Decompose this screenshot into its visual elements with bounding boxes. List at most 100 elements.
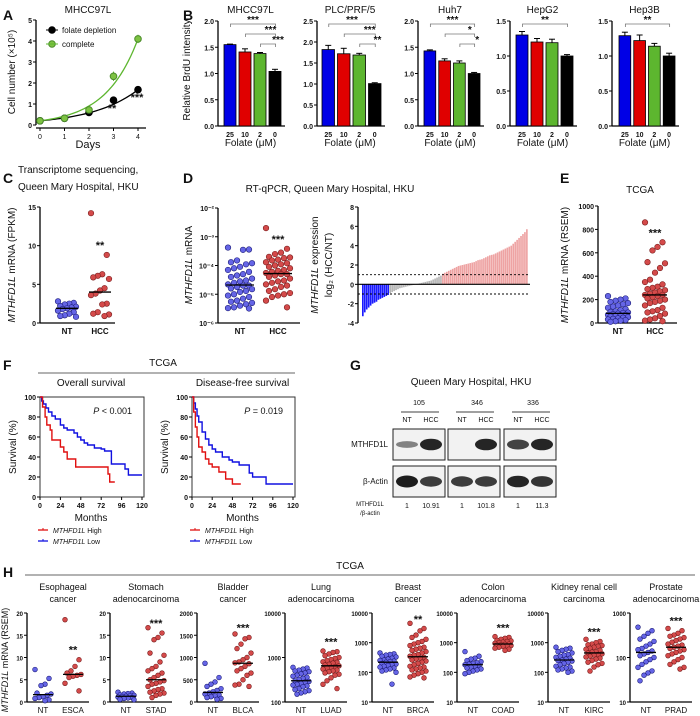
tumor-point xyxy=(149,694,155,701)
y-tick-label: 1.0 xyxy=(404,72,414,79)
data-point xyxy=(134,85,142,94)
normal-point xyxy=(239,246,247,253)
x-tick-label: ESCA xyxy=(62,706,84,715)
y-tick-label: 2000 xyxy=(180,612,194,618)
y-tick-label: -4 xyxy=(348,321,354,328)
p-text: = 0.019 xyxy=(250,406,283,416)
waterfall-bar xyxy=(432,279,434,285)
significance: *** xyxy=(649,227,663,239)
y-tick-label: 0.0 xyxy=(598,124,608,131)
bar xyxy=(337,53,351,127)
data-point xyxy=(134,35,142,43)
band xyxy=(507,475,529,488)
tumor-point xyxy=(641,219,649,226)
waterfall-bar xyxy=(363,284,366,313)
y-tick-label: 1.0 xyxy=(496,54,506,61)
significance: *** xyxy=(272,234,286,246)
significance: *** xyxy=(447,15,459,26)
waterfall-bar xyxy=(387,284,390,295)
tumor-point xyxy=(62,616,68,623)
label-gene: MTHFD1L xyxy=(53,539,85,546)
x-tick-label: 4 xyxy=(136,134,140,141)
x-tick-label: NT xyxy=(38,706,49,715)
bar xyxy=(545,42,559,127)
normal-point xyxy=(236,302,244,309)
normal-point xyxy=(553,644,559,650)
tumor-point xyxy=(324,678,330,684)
significance: ** xyxy=(374,35,382,46)
tumor-point xyxy=(76,657,82,663)
tumor-point xyxy=(153,663,159,670)
normal-point xyxy=(131,697,137,703)
y-tick-label: 1.0 xyxy=(598,54,608,61)
y-tick-label: 100 xyxy=(176,395,188,402)
normal-point xyxy=(233,257,241,264)
x-tick-label: KIRC xyxy=(584,706,603,715)
tumor-point xyxy=(274,256,282,263)
normal-point xyxy=(38,682,44,689)
x-tick-label: NT xyxy=(62,327,73,336)
y-tick-label: 1500 xyxy=(180,634,194,640)
y-tick-label: 0 xyxy=(190,701,194,707)
x-tick-label: 0 xyxy=(38,503,42,510)
waterfall-bar xyxy=(518,237,520,285)
tumor-point xyxy=(145,624,151,631)
normal-point xyxy=(248,275,256,282)
waterfall-bar xyxy=(496,252,499,285)
bar xyxy=(618,35,632,127)
sig-bracket xyxy=(343,33,376,37)
normal-point xyxy=(72,313,80,320)
x-tick-label: BLCA xyxy=(233,706,255,715)
normal-point xyxy=(57,312,64,320)
tumor-point xyxy=(641,317,649,324)
waterfall-bar xyxy=(475,261,477,285)
x-tick-label: 0 xyxy=(667,132,671,139)
normal-point xyxy=(227,298,235,305)
tumor-point xyxy=(280,277,288,284)
tumor-point xyxy=(407,642,413,649)
waterfall-bar xyxy=(459,265,462,285)
y-tick-label: 1000 xyxy=(180,657,194,663)
normal-point xyxy=(212,679,218,685)
chart-title: Breast xyxy=(395,582,422,592)
normal-point xyxy=(204,683,210,690)
label-rest: mRNA xyxy=(184,226,195,259)
tumor-point xyxy=(234,645,240,652)
panel-letter: H xyxy=(3,564,13,580)
y-tick-label: 1000 xyxy=(268,657,282,663)
tumor-point xyxy=(242,636,248,642)
normal-point xyxy=(245,305,253,312)
x-tick-label: NT xyxy=(296,706,307,715)
y-tick-label: 10⁻⁶ xyxy=(199,321,214,328)
sig-bracket xyxy=(429,23,476,27)
chart-title: MHCC97L xyxy=(227,5,274,16)
significance: ** xyxy=(69,645,78,657)
y-tick-label: 10 xyxy=(28,244,36,251)
y-tick-label: 10000 xyxy=(351,612,368,618)
row-label: β-Actin xyxy=(363,477,388,486)
waterfall-bar xyxy=(399,284,401,289)
y-tick-label: 5 xyxy=(32,282,36,289)
tumor-point xyxy=(280,255,288,262)
tumor-point xyxy=(265,287,273,295)
normal-point xyxy=(236,263,244,270)
normal-point xyxy=(239,295,247,302)
y-axis-label: MTHFD1L mRNA (FPKM) xyxy=(7,207,18,322)
chart-title: Huh7 xyxy=(438,5,462,16)
waterfall-bar xyxy=(395,284,397,291)
normal-point xyxy=(227,259,235,266)
y-axis-label: Survival (%) xyxy=(160,420,171,474)
tumor-point xyxy=(659,304,666,311)
bar xyxy=(321,49,335,127)
tumor-point xyxy=(161,652,167,658)
chart-title: HepG2 xyxy=(527,5,559,16)
ratio-value: 1 xyxy=(516,503,520,510)
y-tick-label: 0 xyxy=(32,495,36,502)
label-rest: mRNA (RSEM) xyxy=(560,207,571,277)
normal-point xyxy=(233,297,241,304)
y-tick-label: 100 xyxy=(358,671,369,677)
tumor-point xyxy=(591,664,597,670)
chart-title: Queen Mary Hospital, HKU xyxy=(18,182,139,193)
tumor-point xyxy=(262,297,270,304)
waterfall-bar xyxy=(490,254,493,285)
